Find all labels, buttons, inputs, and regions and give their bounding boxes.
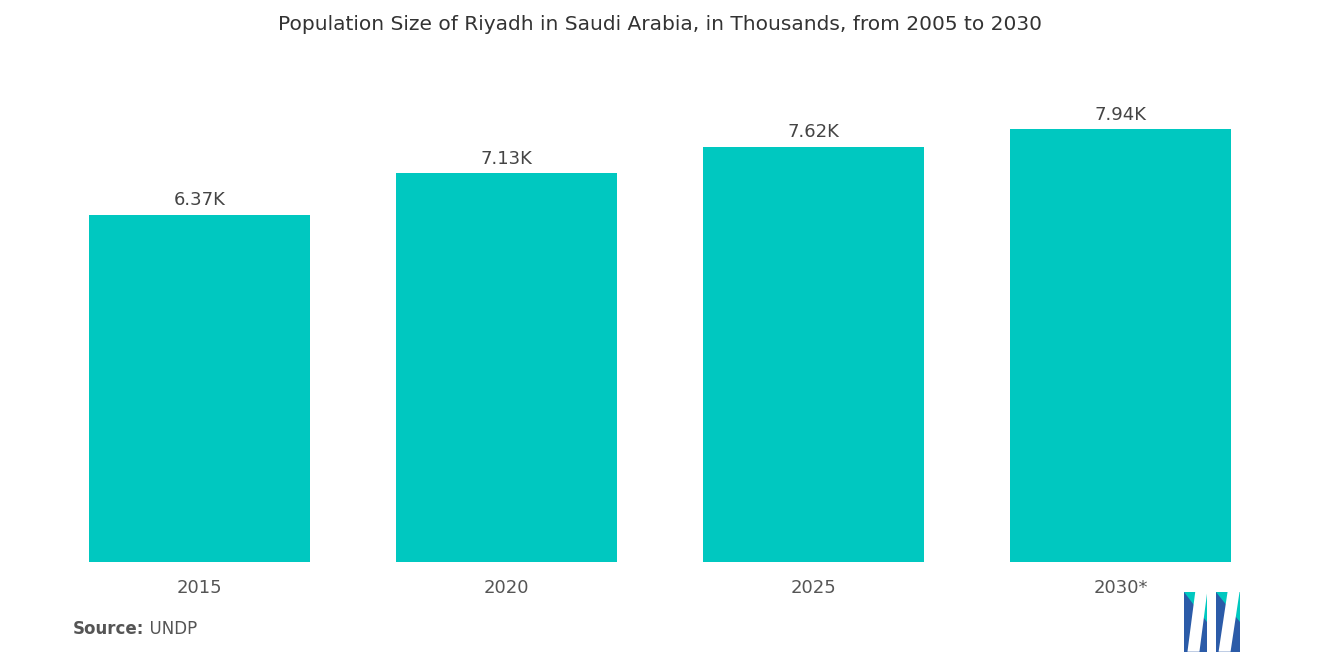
Bar xyxy=(704,147,924,562)
Text: 7.13K: 7.13K xyxy=(480,150,532,168)
Polygon shape xyxy=(1218,592,1239,652)
Text: 7.62K: 7.62K xyxy=(788,123,840,141)
Bar xyxy=(396,174,616,562)
Text: 6.37K: 6.37K xyxy=(173,192,226,209)
Polygon shape xyxy=(1216,592,1239,652)
Polygon shape xyxy=(1184,592,1208,622)
Bar xyxy=(1010,129,1232,562)
Bar xyxy=(88,215,310,562)
Text: Source:: Source: xyxy=(73,620,144,638)
Polygon shape xyxy=(1216,592,1239,622)
Text: UNDP: UNDP xyxy=(139,620,197,638)
Polygon shape xyxy=(1188,592,1208,652)
Text: 7.94K: 7.94K xyxy=(1094,106,1147,124)
Polygon shape xyxy=(1184,592,1208,652)
Title: Population Size of Riyadh in Saudi Arabia, in Thousands, from 2005 to 2030: Population Size of Riyadh in Saudi Arabi… xyxy=(279,15,1041,34)
